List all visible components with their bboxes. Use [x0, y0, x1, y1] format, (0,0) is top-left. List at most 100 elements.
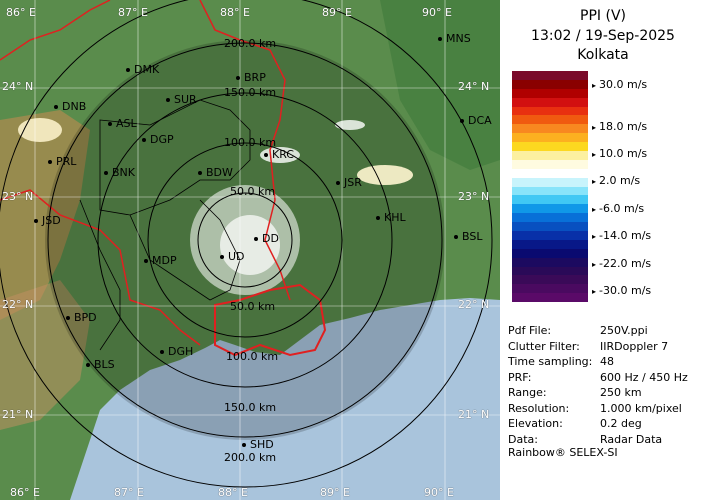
city-label: DGH — [160, 345, 193, 358]
info-value: 600 Hz / 450 Hz — [600, 370, 688, 384]
info-value: 1.000 km/pixel — [600, 401, 682, 415]
city-label: BPD — [66, 311, 97, 324]
lat-label: 24° N — [458, 80, 490, 93]
border-2 — [0, 189, 201, 346]
color-step — [512, 142, 588, 152]
lat-label: 21° N — [458, 408, 490, 421]
lat-label: 22° N — [2, 298, 34, 311]
city-label: BRP — [236, 71, 266, 84]
city-label: UD — [220, 250, 245, 263]
ring-200 — [47, 42, 443, 438]
lat-label: 23° N — [2, 190, 34, 203]
lon-label: 88° E — [220, 6, 250, 19]
city-label: BSL — [454, 230, 482, 243]
radar-map: 86° E 87° E 88° E 89° E 90° E 86° E 87° … — [0, 0, 500, 500]
info-key: Elevation: — [508, 417, 563, 430]
city-label: SUR — [166, 93, 197, 106]
ring-150 — [97, 92, 393, 388]
info-value: Radar Data — [600, 432, 663, 446]
info-row: Data: Radar Data — [508, 432, 662, 446]
color-step — [512, 106, 588, 116]
lon-label: 87° E — [118, 6, 148, 19]
city-label: DD — [254, 232, 279, 245]
city-label: JSD — [34, 214, 61, 227]
ring-label: 200.0 km — [224, 37, 277, 50]
info-key: Time sampling: — [508, 355, 593, 368]
district-3 — [79, 199, 121, 351]
info-value: 250V.ppi — [600, 324, 648, 337]
city-label: DNB — [54, 100, 86, 113]
lat-label: 21° N — [2, 408, 34, 421]
border-1 — [0, 0, 111, 61]
echo-ne — [335, 120, 365, 130]
color-scale-label: ▸ 10.0 m/s — [592, 147, 648, 160]
info-row: Pdf File: 250V.ppi — [508, 324, 648, 337]
city-label: DMK — [126, 63, 159, 76]
city-label: MDP — [144, 254, 177, 267]
lon-label: 86° E — [6, 6, 36, 19]
city-label: KRC — [264, 148, 294, 161]
ring-label: 50.0 km — [230, 300, 276, 313]
sundarbans-outline — [214, 283, 327, 357]
color-step — [512, 124, 588, 134]
color-step — [512, 231, 588, 240]
color-step — [512, 177, 588, 187]
info-row: PRF: 600 Hz / 450 Hz — [508, 370, 688, 384]
color-step — [512, 213, 588, 223]
info-key: Resolution: — [508, 401, 570, 415]
color-step — [512, 71, 588, 80]
color-scale-label: ▸ 18.0 m/s — [592, 120, 648, 133]
district-2 — [129, 199, 241, 301]
ring-250 — [0, 0, 493, 488]
info-row: Range: 250 km — [508, 386, 642, 399]
info-key: PRF: — [508, 370, 532, 384]
city-label: MNS — [438, 32, 471, 45]
info-key: Range: — [508, 386, 547, 399]
color-step — [512, 79, 588, 89]
city-label: BNK — [104, 166, 135, 179]
color-step — [512, 248, 588, 258]
color-step — [512, 115, 588, 125]
color-step — [512, 88, 588, 98]
lon-label: 86° E — [10, 486, 40, 499]
lon-label: 89° E — [320, 486, 350, 499]
lon-label: 89° E — [322, 6, 352, 19]
ring-label: 50.0 km — [230, 185, 276, 198]
ring-label: 150.0 km — [224, 86, 277, 99]
color-scale-label: ▸ -30.0 m/s — [592, 284, 652, 297]
city-label: KHL — [376, 211, 406, 224]
range-rings — [0, 0, 493, 488]
color-step — [512, 266, 588, 276]
lat-label: 23° N — [458, 190, 490, 203]
map-canvas — [0, 0, 500, 500]
lat-label: 24° N — [2, 80, 34, 93]
ring-50 — [197, 192, 293, 288]
info-key: Data: — [508, 432, 538, 446]
color-step — [512, 257, 588, 267]
product-time: 13:02 / 19-Sep-2025 — [531, 28, 675, 44]
info-value: 250 km — [600, 386, 642, 399]
city-label: PRL — [48, 155, 76, 168]
color-step — [512, 97, 588, 107]
ring-label: 100.0 km — [224, 136, 277, 149]
color-step — [512, 195, 588, 205]
echo-east — [357, 165, 413, 185]
ring-label: 150.0 km — [224, 401, 277, 414]
info-value: 0.2 deg — [600, 417, 642, 430]
ring-label: 200.0 km — [224, 451, 277, 464]
highland-west — [0, 110, 90, 320]
color-step — [512, 222, 588, 232]
info-row: Time sampling: 48 — [508, 355, 614, 368]
color-step — [512, 239, 588, 249]
lon-label: 88° E — [218, 486, 248, 499]
city-label: BLS — [86, 358, 115, 371]
color-step — [512, 168, 588, 178]
color-step — [512, 159, 588, 169]
info-value: 48 — [600, 355, 614, 368]
echo-core — [220, 215, 280, 275]
graticule — [0, 0, 500, 500]
color-scale-label: ▸ -14.0 m/s — [592, 229, 652, 242]
city-label: ASL — [108, 117, 137, 130]
info-row: Elevation: 0.2 deg — [508, 417, 642, 430]
info-key: Clutter Filter: — [508, 339, 580, 353]
